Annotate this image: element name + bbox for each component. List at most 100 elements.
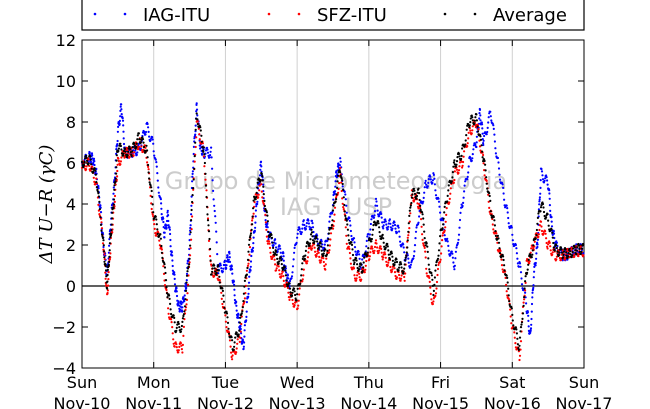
data-point xyxy=(287,291,290,294)
data-point xyxy=(178,345,181,348)
data-point xyxy=(280,275,283,278)
data-point xyxy=(362,261,365,264)
data-point xyxy=(551,231,554,234)
data-point xyxy=(202,150,205,153)
data-point xyxy=(429,292,432,295)
data-point xyxy=(429,286,432,289)
data-point xyxy=(306,241,309,244)
data-point xyxy=(351,248,354,251)
data-point xyxy=(304,227,307,231)
data-point xyxy=(347,245,350,248)
data-point xyxy=(182,314,185,318)
data-point xyxy=(177,351,180,354)
data-point xyxy=(136,134,139,137)
data-point xyxy=(436,257,440,260)
data-point xyxy=(330,224,334,227)
data-point xyxy=(248,275,251,278)
data-point xyxy=(261,179,264,182)
data-point xyxy=(235,347,238,350)
data-point xyxy=(248,236,252,239)
data-point xyxy=(160,246,163,249)
data-point xyxy=(235,309,238,312)
y-tick-label: −4 xyxy=(52,359,76,378)
data-point xyxy=(99,216,102,219)
data-point xyxy=(384,256,387,259)
x-tick-day: Wed xyxy=(280,373,315,392)
data-point xyxy=(220,267,223,270)
data-point xyxy=(248,271,251,274)
data-point xyxy=(486,187,489,190)
data-point xyxy=(409,206,412,209)
data-point xyxy=(333,192,336,195)
x-tick-date: Nov-15 xyxy=(412,394,469,409)
data-point xyxy=(539,192,542,195)
data-point xyxy=(449,192,452,195)
data-point xyxy=(471,129,474,132)
data-point xyxy=(489,110,492,113)
data-point xyxy=(249,265,252,268)
data-point xyxy=(95,181,98,184)
data-point xyxy=(188,257,191,260)
data-point xyxy=(301,278,304,281)
data-point xyxy=(136,151,139,154)
y-tick-label: 8 xyxy=(66,113,76,132)
data-point xyxy=(356,253,359,256)
data-point xyxy=(382,256,385,259)
data-point xyxy=(181,306,184,309)
data-point xyxy=(425,267,428,270)
data-point xyxy=(518,358,521,362)
data-point xyxy=(189,244,192,247)
data-point xyxy=(242,292,245,295)
data-point xyxy=(382,241,385,244)
data-point xyxy=(550,228,553,231)
data-point xyxy=(335,198,338,201)
data-point xyxy=(256,200,259,203)
data-point xyxy=(538,200,541,203)
data-point xyxy=(511,319,514,322)
data-point xyxy=(379,245,382,248)
data-point xyxy=(536,241,539,244)
data-point xyxy=(304,249,307,252)
data-point xyxy=(261,196,264,199)
data-point xyxy=(168,294,171,297)
data-point xyxy=(353,241,356,244)
data-point xyxy=(266,214,269,217)
data-point xyxy=(82,164,86,167)
data-point xyxy=(194,124,197,127)
data-point xyxy=(168,226,171,229)
legend-label: IAG-ITU xyxy=(143,5,210,26)
data-point xyxy=(344,198,347,201)
data-point xyxy=(517,348,521,351)
data-point xyxy=(523,287,526,290)
data-point xyxy=(532,286,535,289)
data-point xyxy=(146,122,149,126)
data-point xyxy=(296,232,299,235)
data-point xyxy=(503,269,506,272)
data-point xyxy=(354,250,357,253)
data-point xyxy=(498,178,502,181)
data-point xyxy=(358,272,361,275)
data-point xyxy=(545,241,548,245)
data-point xyxy=(567,255,570,258)
data-point xyxy=(237,335,240,338)
data-point xyxy=(215,230,218,233)
data-point xyxy=(439,211,442,214)
data-point xyxy=(532,284,535,287)
data-point xyxy=(215,273,218,276)
data-point xyxy=(466,175,469,178)
data-point xyxy=(320,249,323,252)
data-point xyxy=(288,279,292,283)
data-point xyxy=(302,268,305,271)
data-point xyxy=(293,304,296,307)
data-point xyxy=(480,121,483,124)
data-point xyxy=(158,239,161,242)
data-point xyxy=(175,326,178,329)
data-point xyxy=(206,151,210,154)
data-point xyxy=(422,223,425,226)
data-point xyxy=(481,138,484,141)
data-point xyxy=(90,152,94,155)
data-point xyxy=(426,185,429,188)
data-point xyxy=(474,143,477,147)
data-point xyxy=(520,323,523,326)
data-point xyxy=(500,264,504,267)
